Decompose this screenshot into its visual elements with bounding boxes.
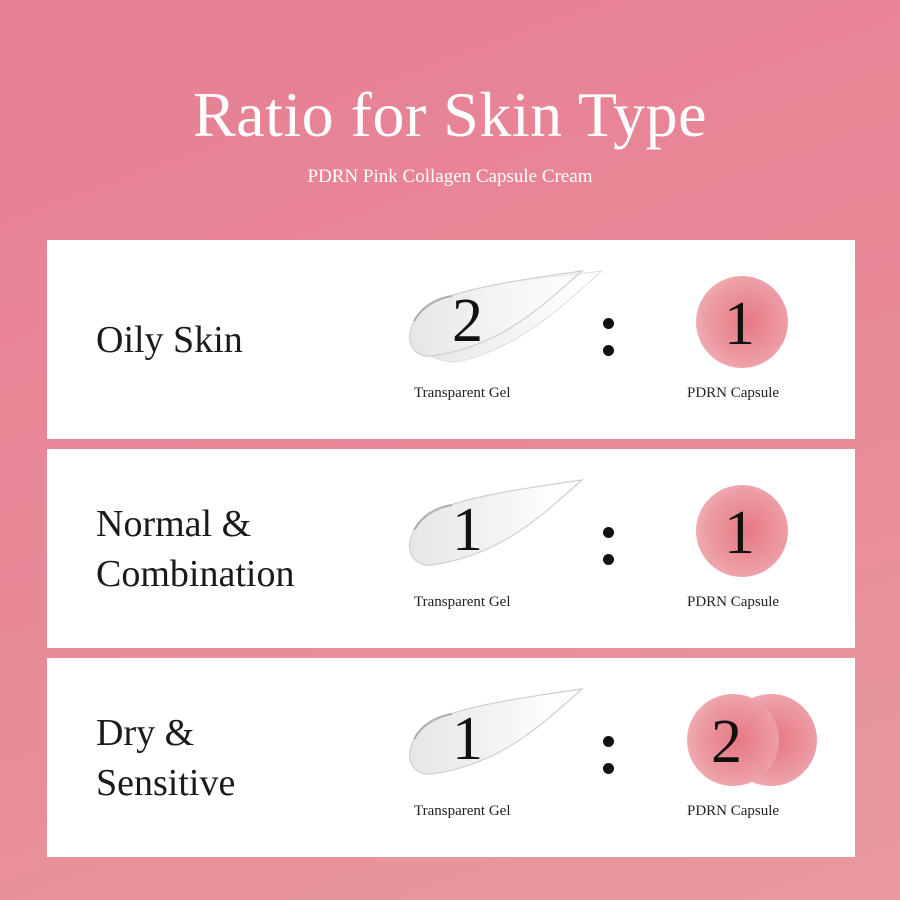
capsule-ball-icon	[696, 485, 788, 577]
ratio-separator	[603, 318, 615, 372]
transparent-gel-image: 1	[402, 684, 612, 794]
pdrn-capsule-image: 1	[687, 485, 837, 581]
capsule-ball-icon	[687, 694, 779, 786]
capsule-ball-icon	[696, 276, 788, 368]
capsule-caption: PDRN Capsule	[687, 385, 780, 401]
ratio-separator	[603, 527, 615, 581]
ratio-card: Oily Skin 2 1 Transparent Gel PDRN Capsu…	[47, 240, 855, 439]
gel-swatch-icon	[409, 270, 604, 363]
pdrn-capsule-image: 1	[687, 276, 837, 372]
pdrn-capsule-image: 2	[687, 694, 837, 790]
ratio-card: Normal & Combination 1 1 Transparent Gel…	[47, 449, 855, 648]
gel-caption: Transparent Gel	[414, 385, 511, 401]
page-title: Ratio for Skin Type	[192, 79, 708, 150]
gel-caption: Transparent Gel	[414, 803, 511, 819]
capsule-caption: PDRN Capsule	[687, 803, 780, 819]
gel-caption: Transparent Gel	[414, 594, 511, 610]
ratio-separator	[603, 736, 615, 790]
capsule-ratio-number: 1	[724, 499, 755, 567]
capsule-ratio-number: 1	[724, 290, 755, 358]
capsule-ratio-number: 2	[711, 708, 742, 776]
capsule-caption: PDRN Capsule	[687, 594, 780, 610]
gel-ratio-number: 2	[452, 287, 483, 355]
skin-type-label: Oily Skin	[96, 318, 243, 361]
skin-type-label: Dry & Sensitive	[96, 711, 236, 804]
transparent-gel-image: 2	[402, 266, 612, 376]
skin-type-label: Normal & Combination	[96, 502, 295, 595]
transparent-gel-image: 1	[402, 475, 612, 585]
gel-swatch-icon	[409, 479, 584, 566]
ratio-card: Dry & Sensitive 1 2 Transparent Gel PDRN…	[47, 658, 855, 857]
gel-ratio-number: 1	[452, 705, 483, 773]
product-subtitle: PDRN Pink Collagen Capsule Cream	[307, 166, 593, 187]
gel-ratio-number: 1	[452, 496, 483, 564]
gel-swatch-icon	[409, 688, 584, 775]
